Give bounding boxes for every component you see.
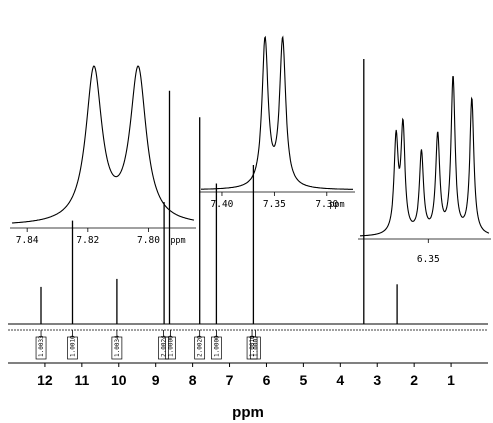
integral-box: [111, 336, 123, 360]
inset-trace: [360, 76, 490, 237]
integral-label: 1.0000: [213, 335, 220, 357]
inset-tick-label: 7.35: [263, 199, 286, 210]
x-tick-label: 7: [226, 372, 234, 388]
integral-label: 1.0007: [252, 335, 259, 357]
integral-label: 1.0010: [249, 335, 256, 357]
x-tick-label: 12: [37, 372, 53, 388]
inset-7-8: 7.84 7.82 7.80 ppm: [8, 20, 198, 246]
x-tick-label: 8: [189, 372, 197, 388]
main-spectrum-layer: [8, 59, 488, 325]
integral-label: 1.0000: [168, 335, 175, 357]
inset-tick-label: 7.40: [211, 199, 234, 210]
x-tick-label: 5: [299, 372, 307, 388]
integral-box: [67, 336, 78, 360]
x-tick-label: 6: [263, 372, 271, 388]
inset-background: [197, 20, 357, 205]
inset-trace: [201, 35, 353, 190]
integral-box: [35, 336, 47, 360]
integral-box: [165, 336, 176, 360]
integral-box: [158, 336, 169, 360]
x-axis: 12 11 10 9 8 7 6 5 4 3 2 1: [8, 362, 488, 388]
x-tick-label: 1: [447, 372, 455, 388]
inset-tick-label: 7.84: [16, 235, 39, 246]
inset-background: [8, 20, 198, 230]
integral-box: [250, 336, 261, 360]
integral-layer: 1.0033 1.0010 1.0034 2.0024 1.0000 2.0020 1.00…: [8, 329, 488, 360]
inset-6-3: 6.35: [356, 35, 493, 265]
integral-box: [211, 336, 222, 360]
x-tick-label: 4: [336, 372, 344, 388]
x-tick-label: 2: [410, 372, 418, 388]
inset-tick-label: 6.35: [417, 254, 440, 265]
inset-unit-label: ppm: [170, 236, 185, 246]
integral-label: 1.0010: [70, 335, 77, 357]
integral-label: 1.0034: [114, 335, 121, 357]
inset-tick-label: 7.30: [315, 199, 338, 210]
x-tick-label: 11: [74, 372, 89, 388]
x-tick-label: 9: [152, 372, 160, 388]
inset-tick-label: 7.80: [137, 235, 160, 246]
inset-unit-label: ppm: [329, 200, 344, 210]
integral-label: 2.0024: [160, 335, 167, 357]
inset-background: [356, 35, 493, 240]
integral-box: [194, 336, 206, 360]
x-axis-label: ppm: [232, 404, 264, 421]
integral-label: 1.0033: [38, 335, 45, 357]
x-tick-label: 3: [373, 372, 381, 388]
integral-label: 2.0020: [197, 335, 204, 357]
inset-tick-label: 7.82: [76, 235, 99, 246]
x-tick-label: 10: [111, 372, 127, 388]
